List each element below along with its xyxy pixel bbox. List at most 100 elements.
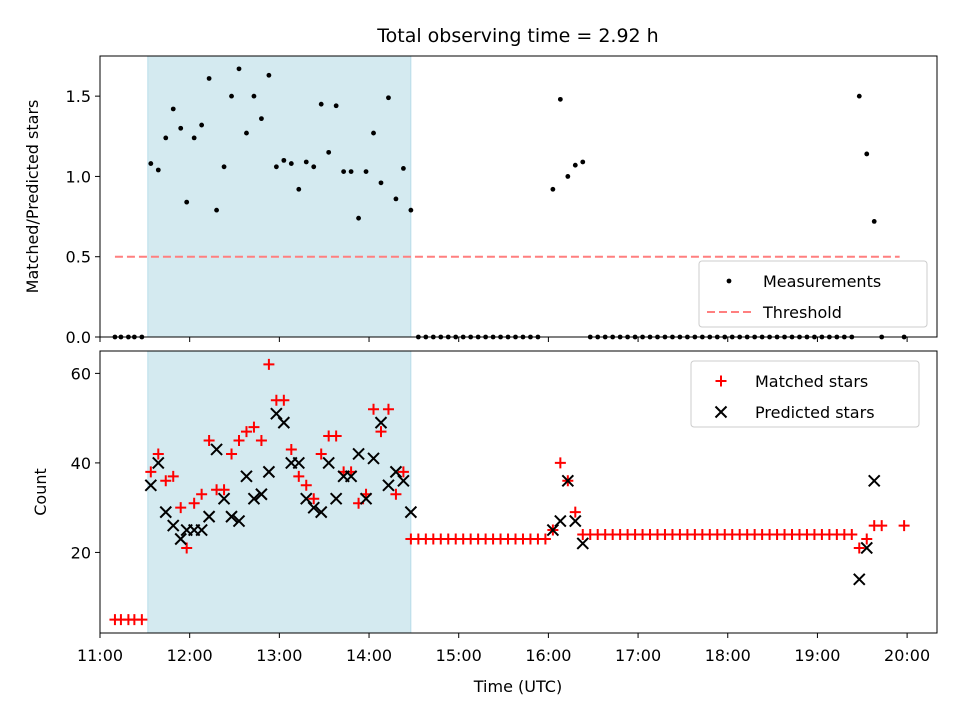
y-axis-label: Matched/Predicted stars	[23, 100, 42, 294]
legend-marker-x	[714, 405, 728, 419]
data-point	[191, 135, 197, 141]
data-point	[273, 164, 279, 170]
data-point	[311, 164, 317, 170]
data-point	[580, 159, 586, 165]
data-point	[248, 421, 260, 433]
data-point	[539, 533, 551, 545]
data-point	[202, 510, 216, 523]
data-point	[871, 218, 877, 224]
data-point	[565, 174, 571, 179]
data-point	[210, 443, 223, 456]
data-point	[152, 448, 164, 460]
x-tick-label: 17:00	[615, 646, 661, 665]
data-point	[389, 465, 403, 479]
data-point	[401, 166, 406, 171]
data-point	[861, 533, 873, 545]
top-panel: 0.0 0.5 1.0 1.5 Matched/Predicted stars Measu…	[23, 55, 938, 347]
data-point	[229, 93, 234, 99]
data-point	[199, 122, 205, 128]
x-axis-label: Time (UTC)	[473, 677, 562, 696]
legend-label: Threshold	[762, 303, 842, 322]
data-point	[375, 426, 387, 438]
x-tick-label: 13:00	[256, 646, 302, 665]
data-point	[315, 448, 327, 460]
data-point	[244, 130, 249, 136]
bottom-panel: 20 40 60 11:00 12:00 13:00 14:00 15:00 16:00 17:0…	[31, 350, 938, 665]
data-point	[404, 505, 418, 519]
data-point	[853, 573, 866, 586]
data-point	[144, 479, 158, 492]
series-predicted-stars	[144, 407, 881, 586]
data-point	[285, 443, 297, 455]
legend-label: Measurements	[763, 272, 881, 291]
data-point	[300, 479, 312, 491]
data-point	[371, 130, 376, 136]
data-point	[195, 523, 208, 537]
data-point	[259, 116, 264, 122]
data-point	[184, 199, 190, 205]
data-point	[170, 106, 176, 112]
data-point	[181, 542, 193, 554]
data-point	[160, 475, 172, 487]
data-point	[860, 541, 873, 555]
data-point	[569, 514, 582, 528]
data-point	[374, 416, 388, 429]
x-tick-label: 16:00	[525, 646, 571, 665]
x-tick-label: 20:00	[884, 646, 930, 665]
data-point	[330, 430, 342, 442]
data-point	[214, 207, 219, 213]
data-point	[308, 493, 320, 505]
data-point	[868, 474, 881, 488]
data-point	[240, 426, 252, 438]
data-point	[367, 452, 380, 465]
series-matched-stars	[109, 358, 910, 626]
x-tick-label: 15:00	[436, 646, 482, 665]
data-point	[572, 162, 578, 168]
y-tick-label: 0.0	[66, 328, 91, 347]
data-point	[397, 466, 409, 478]
data-point	[203, 435, 215, 447]
data-point	[382, 479, 395, 492]
data-point	[293, 470, 305, 482]
data-point	[546, 523, 560, 537]
data-point	[145, 466, 157, 478]
data-point	[167, 470, 179, 482]
legend-label: Predicted stars	[755, 403, 875, 422]
y-tick-label: 1.0	[66, 167, 91, 186]
data-point	[174, 532, 187, 546]
data-point	[255, 435, 267, 447]
data-point	[225, 510, 238, 523]
data-point	[226, 448, 238, 460]
data-point	[196, 488, 208, 500]
data-point	[550, 186, 556, 192]
data-point	[322, 456, 335, 470]
data-point	[221, 164, 227, 170]
data-point	[359, 492, 373, 505]
data-point	[333, 103, 339, 109]
data-point	[292, 456, 305, 470]
legend-box	[698, 260, 928, 328]
observing-window-band	[147, 55, 412, 338]
x-tick-label: 19:00	[794, 646, 840, 665]
legend-label: Matched stars	[755, 372, 868, 391]
data-point	[233, 435, 245, 447]
data-point	[348, 169, 354, 175]
data-point	[270, 407, 283, 420]
observing-window-band	[147, 350, 412, 634]
data-point	[326, 149, 332, 155]
data-point	[307, 501, 320, 514]
data-point	[853, 542, 865, 554]
chart-title: Total observing time = 2.92 h	[376, 25, 658, 47]
data-point	[178, 125, 184, 131]
data-point	[188, 497, 200, 509]
data-point	[159, 505, 172, 519]
data-point	[240, 470, 253, 483]
data-point	[217, 492, 231, 505]
y-axis-label: Count	[31, 468, 50, 516]
data-point	[255, 488, 268, 501]
data-point	[329, 492, 343, 505]
data-point	[263, 358, 275, 370]
legend-marker-dot	[726, 278, 732, 284]
data-point	[296, 186, 302, 192]
